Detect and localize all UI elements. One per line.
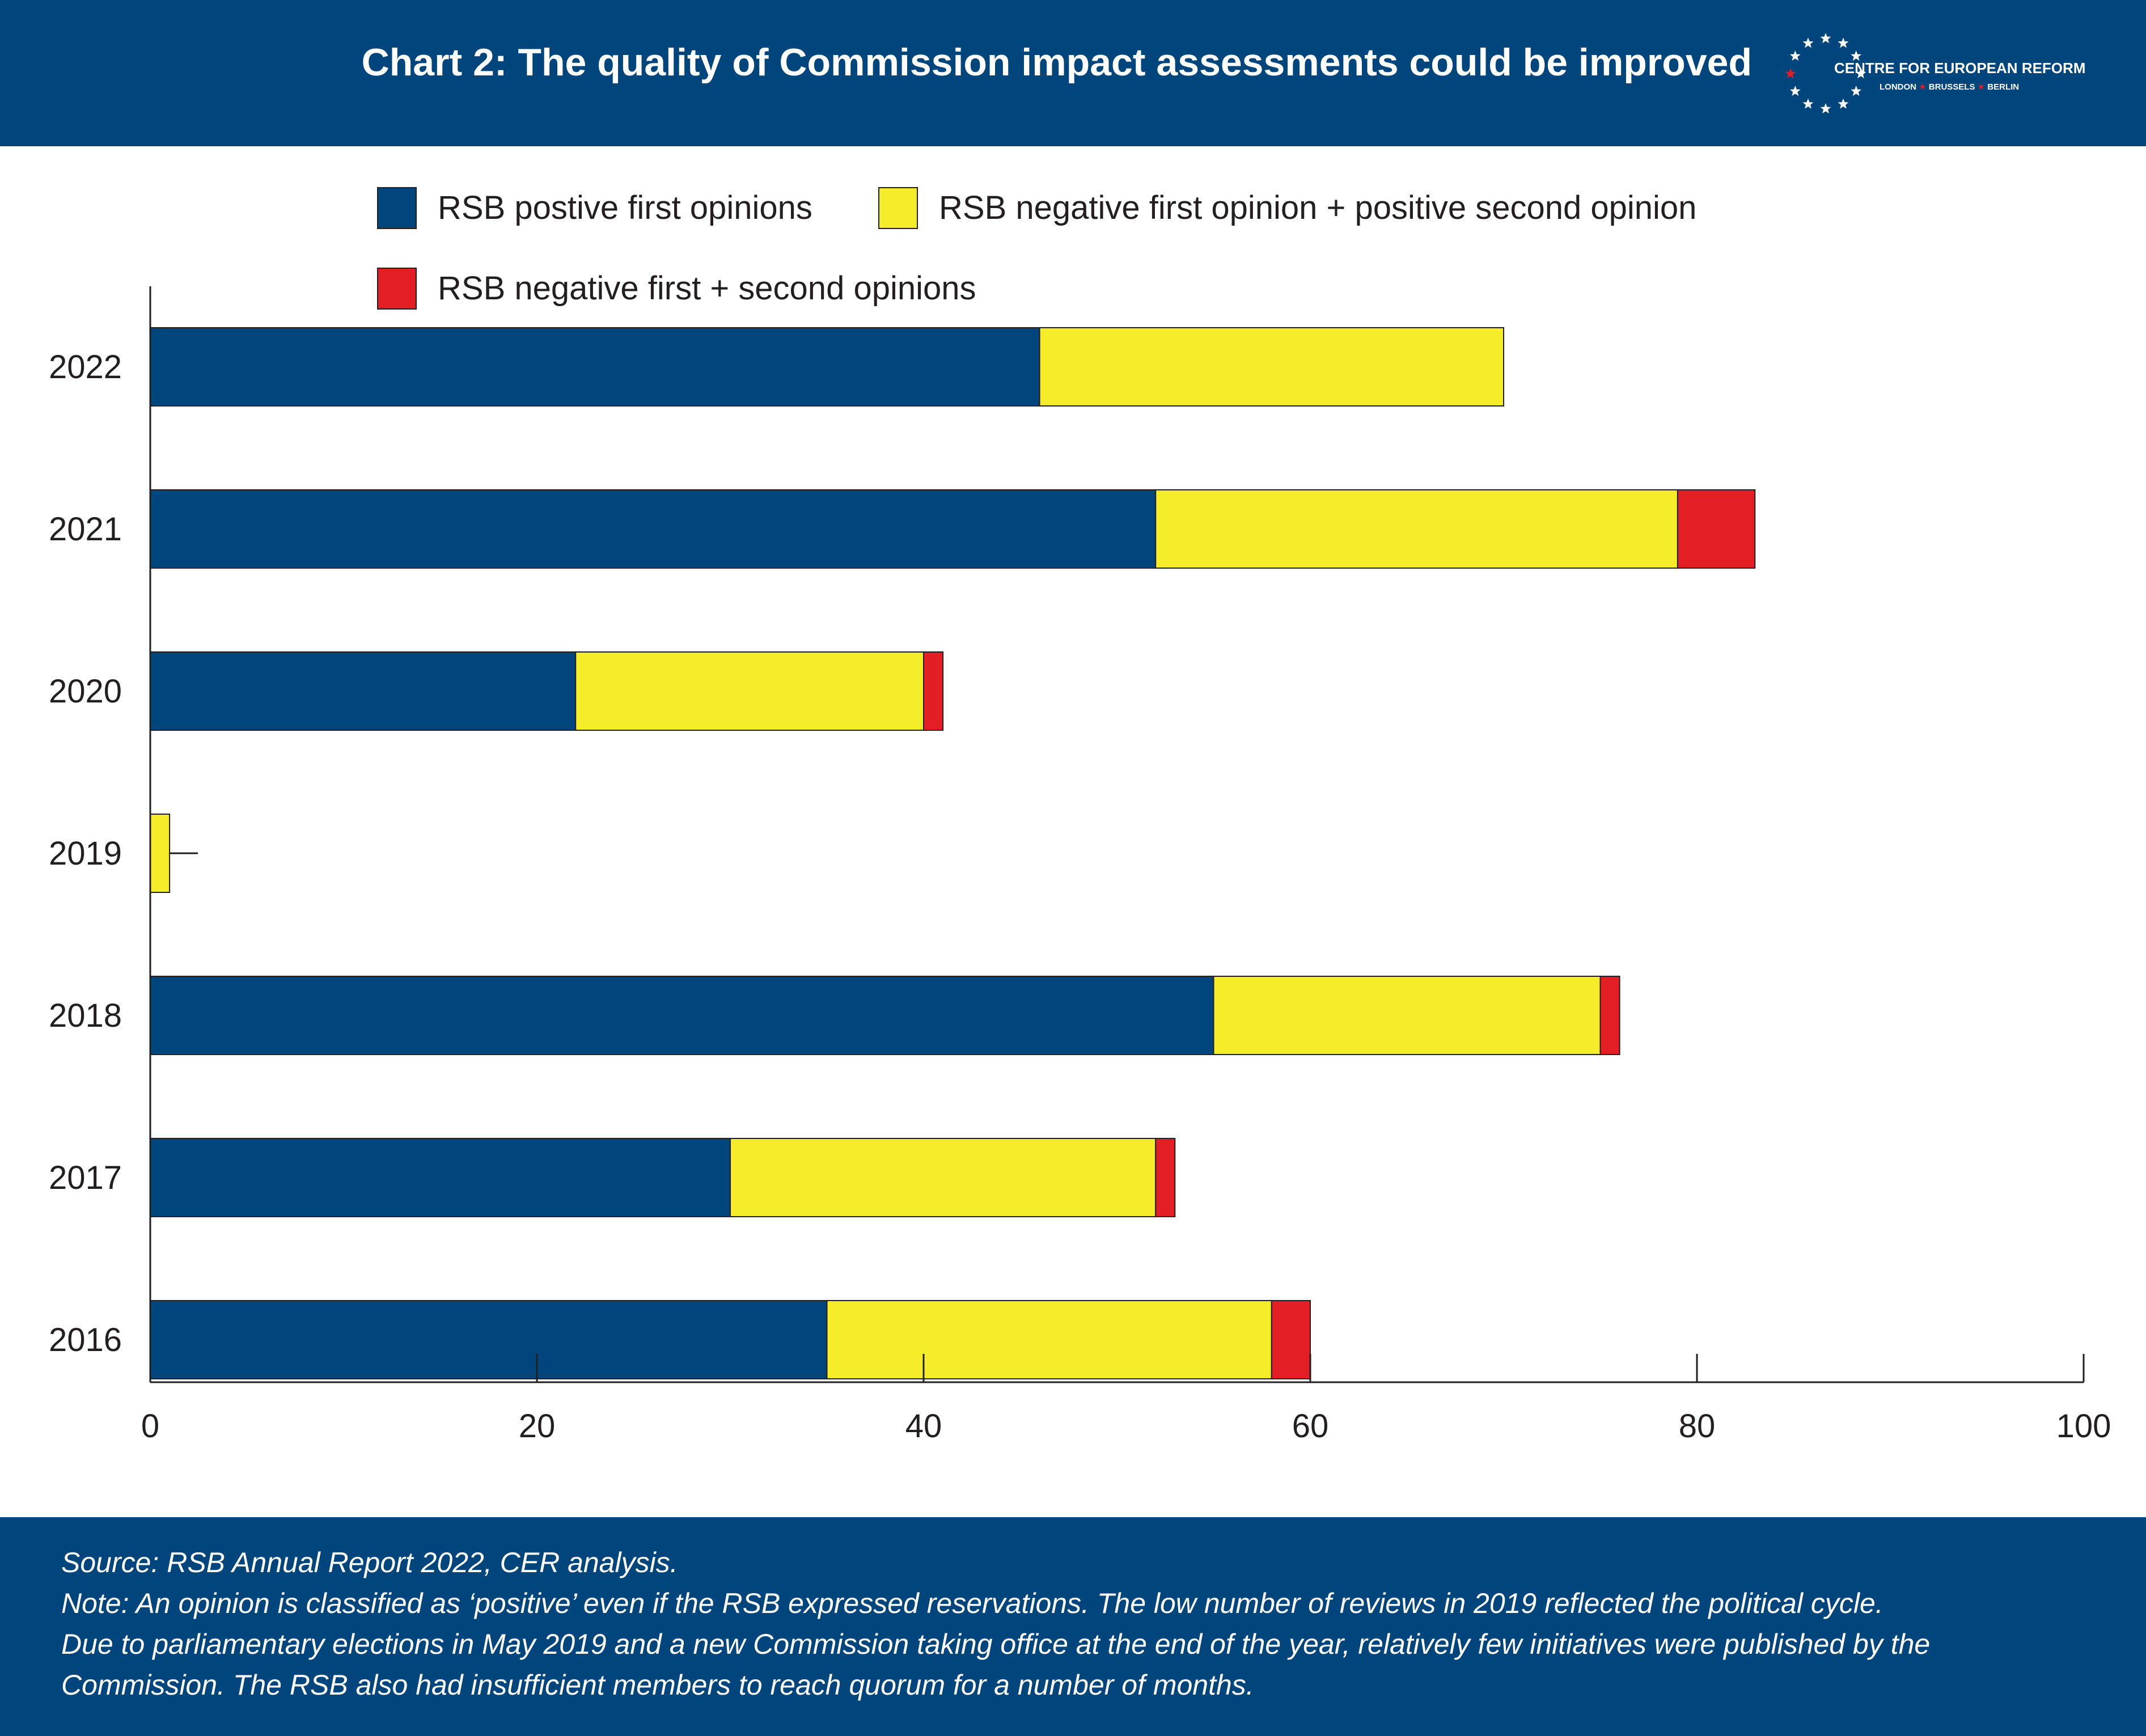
chart-title: Chart 2: The quality of Commission impac… — [361, 41, 1752, 84]
chart-bars: 2022 2021 2020 2019 2018 2017 2016 — [49, 327, 1756, 1379]
bar-segment — [1677, 489, 1756, 569]
bar-segment — [150, 1138, 731, 1217]
x-tick-label: 80 — [1679, 1408, 1716, 1445]
bar-segment — [150, 489, 1157, 569]
bar-segment — [575, 651, 924, 731]
logo-star-icon — [1802, 98, 1814, 109]
x-tick-label: 40 — [905, 1408, 942, 1445]
bar-segment — [826, 1300, 1272, 1379]
eu-stars-icon — [1785, 33, 1866, 114]
logo-star-icon — [1851, 50, 1862, 61]
bar-segment — [150, 1300, 828, 1379]
logo-star-icon — [1820, 33, 1831, 44]
logo-cities: LONDON ★ BRUSSELS ★ BERLIN — [1880, 82, 2019, 92]
bar-segment — [730, 1138, 1157, 1217]
bar-segment — [150, 814, 171, 893]
source-note: Source: RSB Annual Report 2022, CER anal… — [61, 1547, 678, 1578]
legend-label: RSB negative first + second opinions — [438, 270, 976, 307]
logo-star-icon — [1789, 86, 1801, 96]
legend-label: RSB postive first opinions — [438, 189, 812, 226]
legend-label: RSB negative first opinion + positive se… — [939, 189, 1696, 226]
x-tick-label: 20 — [519, 1408, 556, 1445]
logo-city-berlin: BERLIN — [1987, 82, 2020, 92]
bar-segment — [1039, 327, 1504, 407]
legend-swatch — [377, 268, 417, 310]
bar-segment — [1155, 489, 1678, 569]
bar-segment — [1213, 976, 1601, 1055]
note-line: Commission. The RSB also had insufficien… — [61, 1669, 1254, 1701]
chart-footer: Source: RSB Annual Report 2022, CER anal… — [0, 1517, 2146, 1736]
bar-segment — [1599, 976, 1620, 1055]
logo-city-brussels: BRUSSELS — [1928, 82, 1975, 92]
y-tick-label: 2020 — [49, 673, 122, 710]
bar-segment — [1155, 1138, 1176, 1217]
logo-star-icon — [1855, 68, 1866, 79]
x-tick-label: 100 — [2056, 1408, 2111, 1445]
note-line: Note: An opinion is classified as ‘posit… — [61, 1587, 1883, 1619]
logo-separator-icon: ★ — [1919, 82, 1927, 92]
logo-star-icon — [1820, 103, 1831, 114]
bar-segment — [923, 651, 944, 731]
logo-star-icon — [1785, 68, 1796, 79]
cer-logo: CENTRE FOR EUROPEAN REFORM LONDON ★ BRUS… — [1780, 28, 2098, 119]
legend-swatch — [878, 187, 918, 229]
y-tick-label: 2016 — [49, 1322, 122, 1358]
bar-segment — [150, 651, 577, 731]
y-tick-label: 2021 — [49, 511, 122, 548]
chart-axes: 0 20 40 60 80 100 — [141, 286, 2111, 1445]
note-line: Due to parliamentary elections in May 20… — [61, 1628, 1931, 1660]
stacked-bar-chart: RSB postive first opinions RSB negative f… — [49, 187, 2111, 1445]
logo-star-icon — [1802, 37, 1814, 48]
x-tick-label: 0 — [141, 1408, 159, 1445]
y-tick-label: 2018 — [49, 997, 122, 1034]
legend-swatch — [377, 187, 417, 229]
logo-star-icon — [1789, 50, 1801, 61]
chart-legend: RSB postive first opinions RSB negative f… — [377, 187, 1696, 310]
y-tick-label: 2017 — [49, 1159, 122, 1196]
bar-segment — [1271, 1300, 1311, 1379]
logo-star-icon — [1838, 98, 1849, 109]
logo-separator-icon: ★ — [1977, 82, 1986, 92]
x-tick-label: 60 — [1292, 1408, 1329, 1445]
chart-header: Chart 2: The quality of Commission impac… — [0, 0, 2146, 146]
logo-name: CENTRE FOR EUROPEAN REFORM — [1834, 60, 2086, 77]
bar-segment — [150, 327, 1040, 407]
y-tick-label: 2022 — [49, 349, 122, 386]
y-tick-label: 2019 — [49, 835, 122, 872]
logo-star-icon — [1838, 37, 1849, 48]
logo-star-icon — [1851, 86, 1862, 96]
bar-segment — [150, 976, 1214, 1055]
logo-city-london: LONDON — [1880, 82, 1916, 92]
